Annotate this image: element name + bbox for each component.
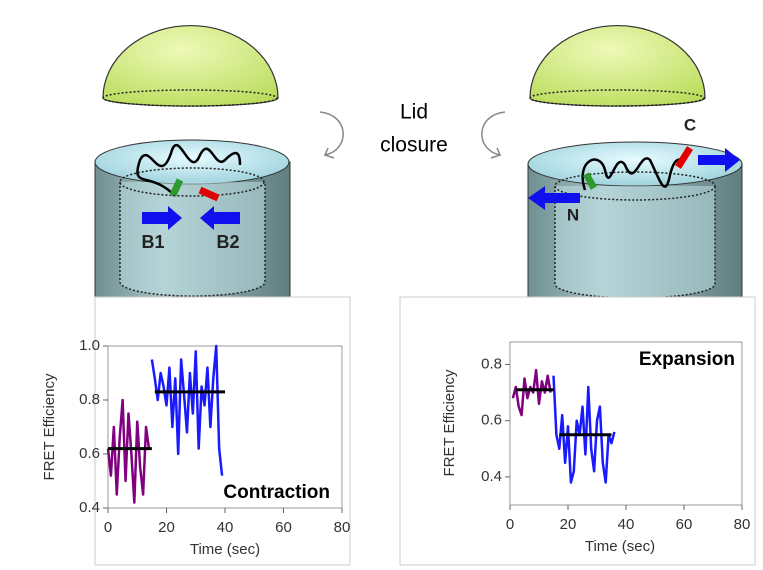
lid [102,24,279,107]
label: N [567,205,579,224]
y-tick-label: 0.8 [481,355,502,372]
x-tick-label: 40 [618,516,635,533]
x-tick-label: 20 [158,519,175,536]
y-tick-label: 0.6 [481,412,502,429]
label: C [684,115,696,134]
label: B1 [141,232,164,252]
x-tick-label: 80 [734,516,751,533]
y-tick-label: 0.6 [79,445,100,462]
annotation: Contraction [223,482,330,503]
x-tick-label: 80 [334,519,351,536]
y-tick-label: 0.4 [79,499,100,516]
y-tick-label: 0.4 [481,468,502,485]
annotation: Expansion [639,349,735,370]
data-line [552,375,616,484]
x-tick-label: 60 [676,516,693,533]
cycle-arrows [319,111,506,159]
y-tick-label: 1.0 [79,337,100,354]
x-tick-label: 60 [275,519,292,536]
y-tick-label: 0.8 [79,391,100,408]
caption: closure [380,134,448,157]
x-tick-label: 0 [506,516,514,533]
caption: Lid [400,101,428,124]
charts: 0.4 0.6 0.8 1.0 0 20 40 60 80 Time (sec) FRET Effi… [41,337,750,558]
x-axis-label: Time (sec) [190,541,260,558]
x-tick-label: 20 [560,516,577,533]
cylinder [94,139,291,319]
lid [529,24,706,107]
x-axis-label: Time (sec) [585,538,655,555]
x-tick-label: 0 [104,519,112,536]
y-axis-label: FRET Efficiency [41,373,58,480]
data-line [150,344,224,476]
cylinder [527,141,743,319]
y-axis-label: FRET Efficiency [441,369,458,476]
label: B2 [216,232,239,252]
x-tick-label: 40 [217,519,234,536]
